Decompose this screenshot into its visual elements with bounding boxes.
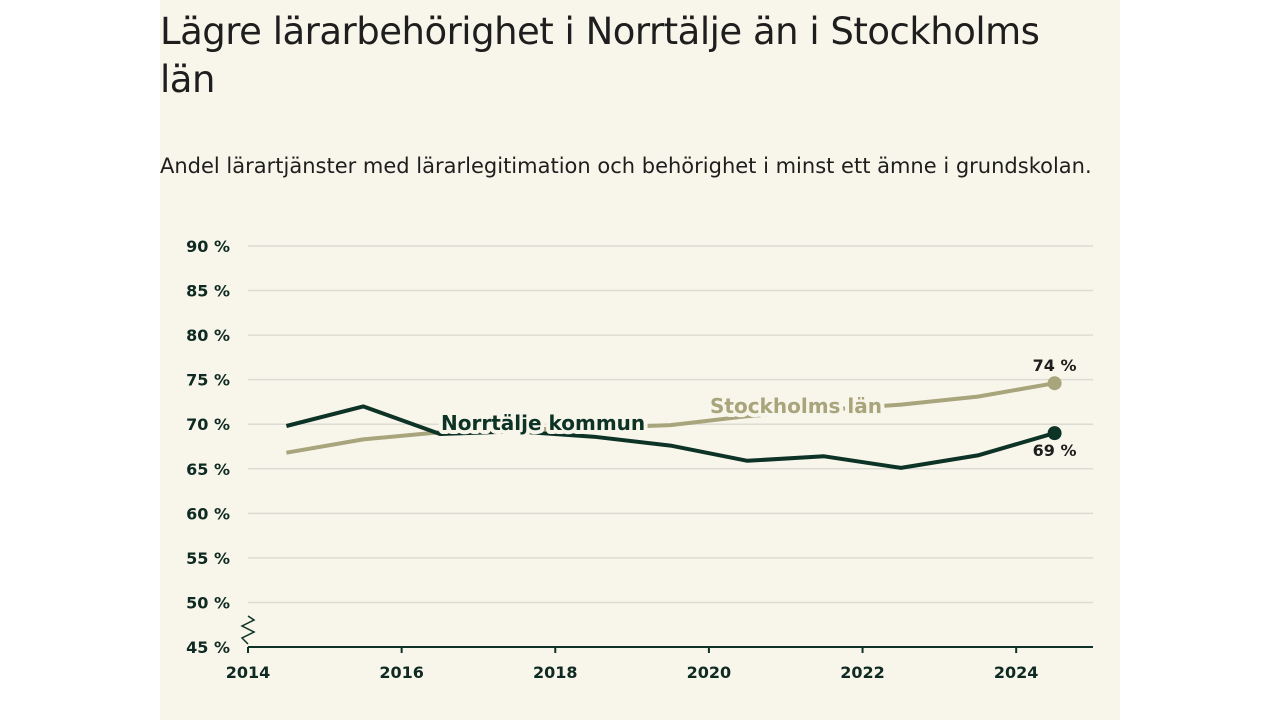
- y-tick-label: 60 %: [186, 504, 230, 523]
- y-tick-label: 65 %: [186, 460, 230, 479]
- x-tick-label: 2018: [533, 663, 578, 682]
- chart-subtitle: Andel lärartjänster med lärarlegitimatio…: [160, 154, 1092, 178]
- y-axis-tick-labels: 45 % 50 % 55 % 60 % 65 % 70 % 75 % 80 % 85 % 90 %: [186, 237, 230, 657]
- x-axis: [240, 615, 1093, 653]
- y-tick-label: 70 %: [186, 415, 230, 434]
- end-value-label-stockholm: 74 %: [1033, 356, 1077, 375]
- end-point-stockholm: [1047, 376, 1062, 391]
- x-tick-label: 2020: [687, 663, 732, 682]
- chart-background: [160, 0, 1120, 720]
- y-tick-label: 45 %: [186, 638, 230, 657]
- y-tick-label: 80 %: [186, 326, 230, 345]
- series-label-norrtalje: Norrtälje kommun: [441, 411, 645, 435]
- y-tick-label: 75 %: [186, 371, 230, 390]
- end-value-label-norrtalje: 69 %: [1033, 441, 1077, 460]
- y-tick-label: 90 %: [186, 237, 230, 256]
- x-tick-label: 2016: [379, 663, 424, 682]
- chart-title: Lägre lärarbehörighet i Norrtälje än i S…: [160, 10, 1040, 101]
- end-point-norrtalje: [1047, 426, 1062, 441]
- series-label-stockholm: Stockholms län: [710, 394, 882, 418]
- series-line-stockholm: [286, 381, 1055, 455]
- x-tick-label: 2024: [994, 663, 1039, 682]
- axis-break-mark: [240, 615, 256, 645]
- x-axis-tick-labels: 2014 2016 2018 2020 2022 2024: [226, 663, 1039, 682]
- y-tick-label: 50 %: [186, 593, 230, 612]
- y-tick-label: 55 %: [186, 549, 230, 568]
- y-tick-label: 85 %: [186, 282, 230, 301]
- series-labels: Norrtälje kommun Stockholms län 74 % 69 %: [437, 356, 1077, 460]
- x-tick-label: 2014: [226, 663, 271, 682]
- series-line-norrtalje: [285, 404, 1056, 470]
- x-tick-label: 2022: [840, 663, 885, 682]
- series-lines: [285, 376, 1062, 470]
